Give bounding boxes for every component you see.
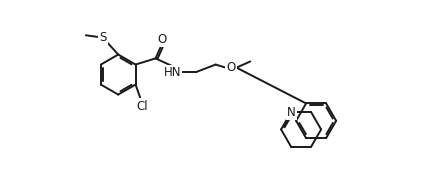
Text: O: O: [157, 33, 167, 46]
Text: O: O: [226, 61, 236, 74]
Text: S: S: [99, 31, 106, 44]
Text: N: N: [287, 106, 296, 119]
Text: Cl: Cl: [136, 100, 147, 113]
Text: HN: HN: [164, 66, 181, 79]
